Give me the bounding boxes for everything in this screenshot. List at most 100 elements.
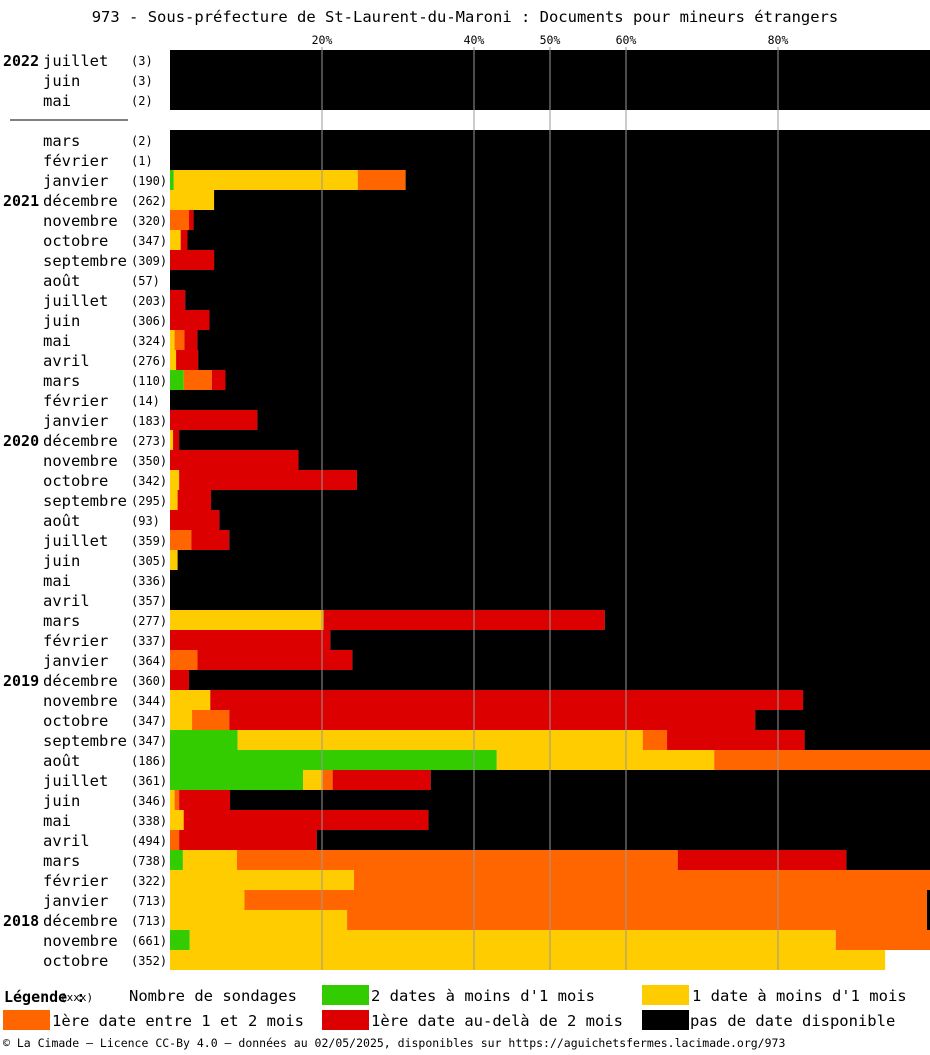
legend-count-label: Nombre de sondages [129, 987, 297, 1005]
bar-segment-cplus [179, 470, 357, 490]
bar-segment-none [229, 530, 930, 550]
x-tick-label: 20% [312, 33, 333, 47]
bar-segment-c12 [183, 370, 212, 390]
count-label: (336) [131, 574, 167, 588]
bar-segment-none [230, 790, 930, 810]
month-label: novembre [43, 212, 118, 230]
legend: Légende : (xxx) Nombre de sondages 2 dat… [0, 984, 930, 1034]
bar-segment-c12 [170, 650, 198, 670]
month-label: juin [43, 312, 80, 330]
month-label: février [43, 632, 108, 650]
month-label: juin [43, 792, 80, 810]
bar-segment-cplus [170, 510, 220, 530]
count-label: (342) [131, 474, 167, 488]
legend-swatch-no-date [642, 1010, 689, 1030]
bar-segment-none [193, 210, 930, 230]
count-label: (347) [131, 234, 167, 248]
month-label: octobre [43, 232, 108, 250]
count-label: (203) [131, 294, 167, 308]
year-label: 2018 [3, 912, 39, 930]
month-label: mars [43, 612, 80, 630]
bar-segment-c12 [236, 850, 678, 870]
bar-segment-c12 [347, 910, 927, 930]
count-label: (738) [131, 854, 167, 868]
bar-segment-none [177, 550, 930, 570]
bar-segment-c1 [170, 190, 215, 210]
bar-segment-none [209, 310, 930, 330]
count-label: (338) [131, 814, 167, 828]
bar-segment-c12 [170, 210, 189, 230]
legend-label-2-dates: 2 dates à moins d'1 mois [371, 987, 595, 1005]
month-label: février [43, 152, 108, 170]
bar-segment-c2 [170, 770, 303, 790]
month-label: octobre [43, 952, 108, 970]
bar-segment-c12 [322, 770, 333, 790]
bar-segment-none [197, 330, 930, 350]
month-label: mai [43, 332, 71, 350]
bar-segment-c12 [353, 870, 930, 890]
bar-segment-none [185, 290, 930, 310]
count-label: (93) [131, 514, 160, 528]
bar-segment-none [926, 890, 930, 910]
count-label: (277) [131, 614, 167, 628]
legend-label-plus-2-mois: 1ère date au-delà de 2 mois [371, 1012, 623, 1030]
month-label: juin [43, 72, 80, 90]
count-label: (276) [131, 354, 167, 368]
bar-segment-c1 [170, 710, 193, 730]
bar-segment-cplus [189, 210, 194, 230]
bar-segment-cplus [170, 670, 189, 690]
bar-segment-c2 [170, 750, 497, 770]
bar-segment-c2 [170, 170, 174, 190]
count-label: (273) [131, 434, 167, 448]
bar-segment-cplus [183, 810, 429, 830]
bar-segment-cplus [197, 650, 353, 670]
bar-segment-c1 [170, 870, 354, 890]
month-label: décembre [43, 192, 118, 210]
year-label: 2019 [3, 672, 39, 690]
count-label: (361) [131, 774, 167, 788]
count-label: (347) [131, 734, 167, 748]
bar-segment-cplus [667, 730, 805, 750]
bar-segment-none [198, 350, 930, 370]
month-label: juillet [43, 532, 108, 550]
bar-segment-c1 [170, 790, 175, 810]
count-label: (494) [131, 834, 167, 848]
count-label: (14) [131, 394, 160, 408]
month-label: juillet [43, 772, 108, 790]
bar-segment-c12 [714, 750, 930, 770]
bar-segment-c2 [170, 730, 238, 750]
count-label: (2) [131, 94, 153, 108]
bar-segment-cplus [170, 290, 186, 310]
month-label: septembre [43, 252, 127, 270]
bar-segment-none [352, 650, 930, 670]
month-label: février [43, 392, 108, 410]
count-label: (359) [131, 534, 167, 548]
count-label: (3) [131, 54, 153, 68]
count-label: (295) [131, 494, 167, 508]
count-label: (322) [131, 874, 167, 888]
month-label: septembre [43, 732, 127, 750]
bar-segment-none [211, 490, 930, 510]
month-label: août [43, 512, 80, 530]
month-label: janvier [43, 172, 108, 190]
bar-segment-cplus [170, 250, 215, 270]
count-label: (661) [131, 934, 167, 948]
bar-segment-cplus [177, 490, 212, 510]
month-label: janvier [43, 412, 108, 430]
bar-segment-c1 [170, 350, 177, 370]
bar-segment-c2 [170, 930, 190, 950]
count-label: (3) [131, 74, 153, 88]
bar-segment-c1 [173, 170, 358, 190]
month-label: octobre [43, 712, 108, 730]
legend-count-sample: (xxx) [60, 991, 94, 1004]
bar-segment-c1 [237, 730, 643, 750]
bar-segment-none [214, 190, 930, 210]
bar-segment-none [804, 730, 930, 750]
count-label: (186) [131, 754, 167, 768]
bar-segment-none [330, 630, 930, 650]
count-label: (357) [131, 594, 167, 608]
count-label: (190) [131, 174, 167, 188]
month-label: septembre [43, 492, 127, 510]
count-label: (347) [131, 714, 167, 728]
bar-segment-cplus [170, 410, 258, 430]
